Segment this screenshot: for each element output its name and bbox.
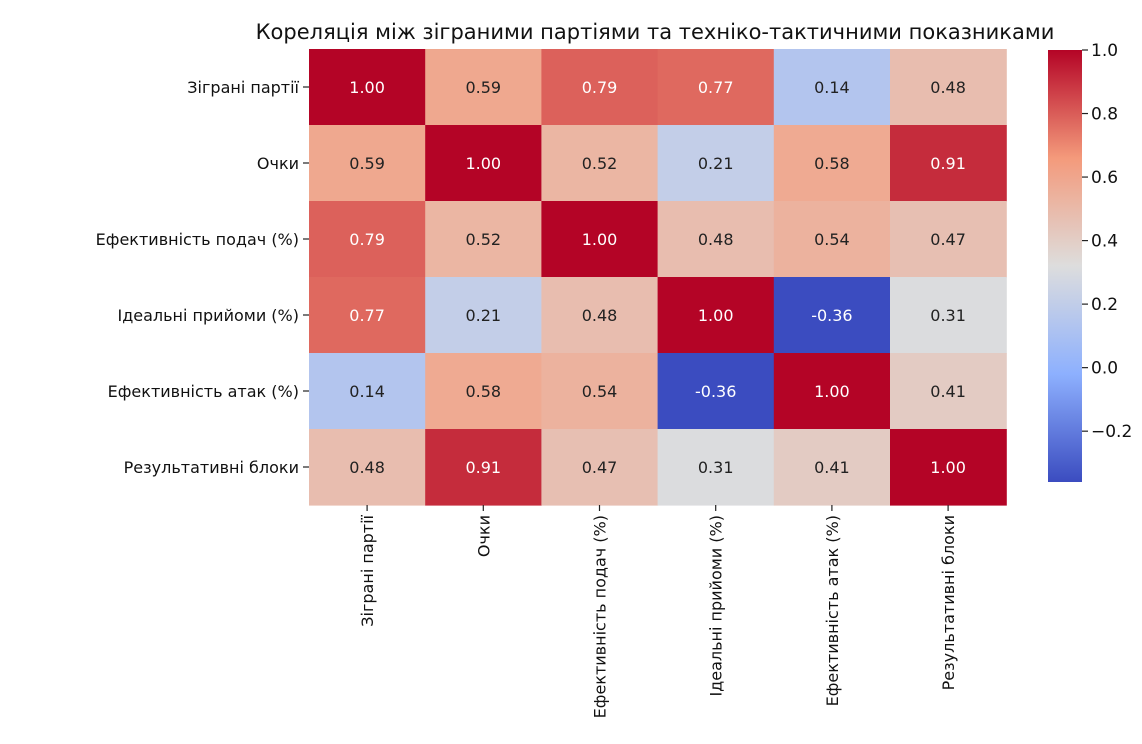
colorbar-tick-label: 0.8 [1091,105,1118,125]
colorbar-tick-label: 0.2 [1091,295,1118,315]
cell-value-label: -0.36 [695,382,736,401]
cell-value-label: -0.36 [811,306,852,325]
row-tick-labels: Зіграні партії Очки Ефективність подач (%)… [96,78,309,477]
heatmap-cell [890,353,1007,430]
column-tick-label: Ефективність атак (%) [823,515,842,706]
heatmap-cell [309,429,426,506]
cell-value-label: 0.52 [582,154,618,173]
cell-value-label: 0.48 [349,458,385,477]
row-tick-label: Ідеальні прийоми (%) [117,306,299,325]
heatmap-cell [657,353,775,430]
colorbar-tick-label: 1.0 [1091,41,1118,61]
cell-value-label: 0.31 [698,458,734,477]
heatmap-cell [657,429,775,506]
heatmap-cell [657,201,775,278]
cell-value-label: 0.91 [465,458,501,477]
heatmap-cell [541,277,659,354]
cell-value-label: 0.77 [698,78,734,97]
cell-value-label: 0.59 [465,78,501,97]
heatmap-cell [773,277,891,354]
cell-value-label: 0.31 [930,306,966,325]
cell-value-label: 0.47 [582,458,618,477]
heatmap-cell [773,201,891,278]
heatmap-cell [890,125,1007,202]
heatmap-cell [773,429,891,506]
heatmap-cell [541,353,659,430]
heatmap-cell [773,353,891,430]
heatmap-cell [890,49,1007,126]
heatmap-cell [890,277,1007,354]
column-tick-label: Ефективність подач (%) [591,515,610,718]
row-tick-label: Ефективність атак (%) [108,382,299,401]
row-tick-label: Результативні блоки [124,458,299,477]
heatmap-cell [541,201,659,278]
column-tick-label: Ідеальні прийоми (%) [707,515,726,697]
heatmap-cell [309,353,426,430]
cell-value-label: 0.41 [814,458,850,477]
heatmap-cell [657,125,775,202]
heatmap-cell [541,125,659,202]
cell-value-label: 0.58 [814,154,850,173]
row-tick-label: Ефективність подач (%) [96,230,299,249]
cell-value-label: 0.91 [930,154,966,173]
cell-value-label: 0.59 [349,154,385,173]
cell-value-label: 0.54 [582,382,618,401]
heatmap-cell [425,49,542,126]
cell-value-label: 0.52 [465,230,501,249]
cell-value-label: 1.00 [814,382,850,401]
cell-value-label: 1.00 [465,154,501,173]
heatmap-cells: 1.00 0.59 0.79 0.77 0.14 0.48 0.59 1.00 0.52 0.21… [309,49,1007,506]
chart-title: Кореляція між зіграними партіями та техн… [256,20,1055,44]
heatmap-cell [425,201,542,278]
cell-value-label: 0.79 [582,78,618,97]
heatmap-cell [541,49,659,126]
column-tick-label: Очки [474,515,493,557]
colorbar: 1.0 0.8 0.6 0.4 0.2 0.0 −0.2 [1048,41,1132,482]
heatmap-cell [773,125,891,202]
column-tick-label: Зіграні партії [358,514,377,626]
heatmap-cell [309,277,426,354]
heatmap-cell [425,277,542,354]
cell-value-label: 0.41 [930,382,966,401]
heatmap-cell [309,49,426,126]
colorbar-gradient [1048,50,1082,482]
heatmap-cell [657,277,775,354]
cell-value-label: 1.00 [930,458,966,477]
heatmap-cell [890,201,1007,278]
column-tick-label: Результативні блоки [939,515,958,690]
cell-value-label: 0.21 [698,154,734,173]
row-tick-label: Очки [257,154,299,173]
cell-value-label: 0.79 [349,230,385,249]
cell-value-label: 0.54 [814,230,850,249]
cell-value-label: 0.48 [582,306,618,325]
heatmap-cell [890,429,1007,506]
colorbar-tick-label: 0.4 [1091,232,1118,252]
cell-value-label: 1.00 [582,230,618,249]
heatmap-cell [309,125,426,202]
cell-value-label: 0.14 [814,78,850,97]
cell-value-label: 0.48 [930,78,966,97]
heatmap-cell [425,429,542,506]
cell-value-label: 0.21 [465,306,501,325]
colorbar-tick-label: 0.6 [1091,168,1118,188]
heatmap-cell [309,201,426,278]
heatmap-cell [773,49,891,126]
cell-value-label: 0.14 [349,382,385,401]
cell-value-label: 1.00 [698,306,734,325]
colorbar-tick-label: 0.0 [1091,359,1118,379]
heatmap-cell [425,353,542,430]
heatmap-cell [541,429,659,506]
column-tick-labels: Зіграні партії Очки Ефективність подач (%)… [358,505,958,718]
colorbar-tick-label: −0.2 [1091,422,1132,442]
cell-value-label: 0.77 [349,306,385,325]
cell-value-label: 0.48 [698,230,734,249]
cell-value-label: 0.47 [930,230,966,249]
cell-value-label: 0.58 [465,382,501,401]
cell-value-label: 1.00 [349,78,385,97]
row-tick-label: Зіграні партії [187,78,299,97]
heatmap-cell [425,125,542,202]
heatmap-cell [657,49,775,126]
